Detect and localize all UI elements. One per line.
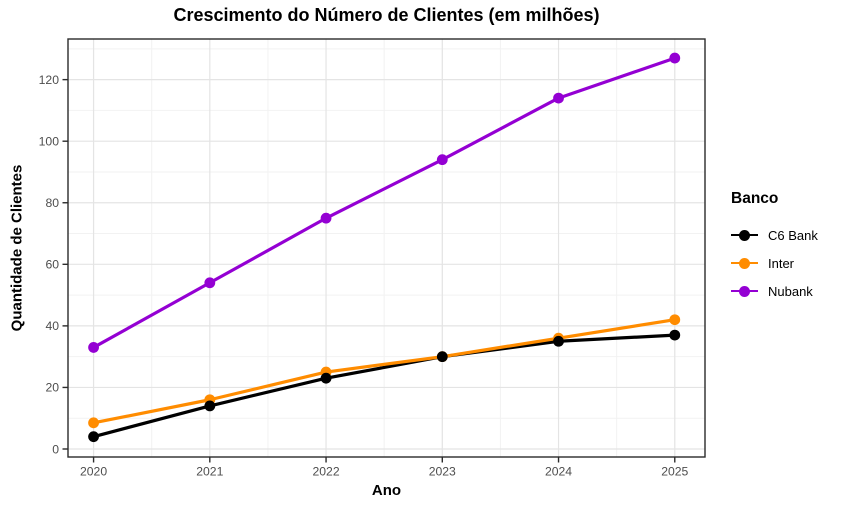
x-tick-label: 2022 bbox=[312, 465, 339, 479]
legend-label-c6-bank: C6 Bank bbox=[768, 227, 818, 243]
legend-key-inter bbox=[731, 257, 758, 269]
y-tick-label: 60 bbox=[45, 258, 59, 272]
legend-item-inter: Inter bbox=[731, 249, 818, 277]
y-tick-label: 100 bbox=[39, 134, 60, 148]
legend-dot-swatch bbox=[739, 257, 750, 269]
legend-title: Banco bbox=[731, 190, 779, 207]
legend-label-nubank: Nubank bbox=[768, 283, 813, 299]
y-tick-label: 80 bbox=[45, 196, 59, 210]
chart-title: Crescimento do Número de Clientes (em mi… bbox=[173, 5, 600, 25]
legend-label-inter: Inter bbox=[768, 255, 795, 271]
legend-key-nubank bbox=[731, 285, 758, 297]
y-tick-label: 40 bbox=[45, 319, 59, 333]
x-tick-label: 2020 bbox=[80, 465, 107, 479]
legend-dot-swatch bbox=[739, 285, 750, 297]
legend: Banco C6 Bank Inter Nubank bbox=[731, 190, 818, 305]
legend-item-nubank: Nubank bbox=[731, 277, 818, 305]
x-tick-label: 2023 bbox=[429, 465, 456, 479]
y-tick-label: 120 bbox=[39, 73, 60, 87]
legend-dot-swatch bbox=[739, 229, 750, 241]
y-tick-label: 0 bbox=[52, 442, 59, 456]
legend-key-c6-bank bbox=[731, 229, 758, 241]
x-tick-label: 2021 bbox=[196, 465, 223, 479]
x-tick-label: 2024 bbox=[545, 465, 572, 479]
x-axis-title: Ano bbox=[371, 482, 402, 499]
legend-item-c6-bank: C6 Bank bbox=[731, 221, 818, 249]
y-tick-label: 20 bbox=[45, 381, 59, 395]
x-tick-label: 2025 bbox=[661, 465, 688, 479]
